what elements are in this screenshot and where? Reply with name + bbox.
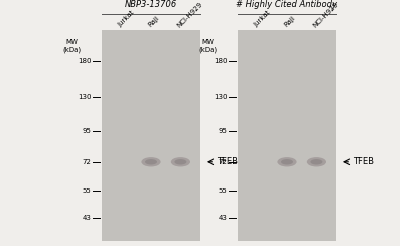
Text: Raji: Raji (283, 15, 296, 28)
Text: 43: 43 (83, 215, 92, 221)
Bar (102, 30, 200, 241)
Text: # Highly Cited Antibody: # Highly Cited Antibody (236, 0, 338, 9)
Text: 180: 180 (78, 58, 92, 64)
Text: 180: 180 (214, 58, 228, 64)
Ellipse shape (310, 159, 322, 165)
Ellipse shape (278, 157, 297, 167)
Text: NCI-H929: NCI-H929 (176, 1, 204, 28)
Text: Raji: Raji (147, 15, 160, 28)
Text: 95: 95 (219, 128, 228, 134)
Ellipse shape (281, 159, 293, 165)
Ellipse shape (174, 159, 186, 165)
Text: Jurkat: Jurkat (117, 10, 136, 28)
Text: TFEB: TFEB (353, 157, 374, 166)
Text: 130: 130 (78, 94, 92, 100)
Text: TFEB: TFEB (217, 157, 238, 166)
Text: 43: 43 (219, 215, 228, 221)
Text: NCI-H929: NCI-H929 (312, 1, 340, 28)
Bar (238, 30, 336, 241)
Text: 55: 55 (219, 188, 228, 194)
Text: 72: 72 (83, 159, 92, 165)
Ellipse shape (307, 157, 326, 167)
Ellipse shape (171, 157, 190, 167)
Text: 95: 95 (83, 128, 92, 134)
Text: Jurkat: Jurkat (253, 10, 272, 28)
Text: NBP3-13706: NBP3-13706 (125, 0, 177, 9)
Text: 55: 55 (83, 188, 92, 194)
Text: MW
(kDa): MW (kDa) (198, 39, 218, 53)
Text: MW
(kDa): MW (kDa) (62, 39, 82, 53)
Text: 130: 130 (214, 94, 228, 100)
Ellipse shape (145, 159, 157, 165)
Text: 72: 72 (219, 159, 228, 165)
Ellipse shape (142, 157, 160, 167)
